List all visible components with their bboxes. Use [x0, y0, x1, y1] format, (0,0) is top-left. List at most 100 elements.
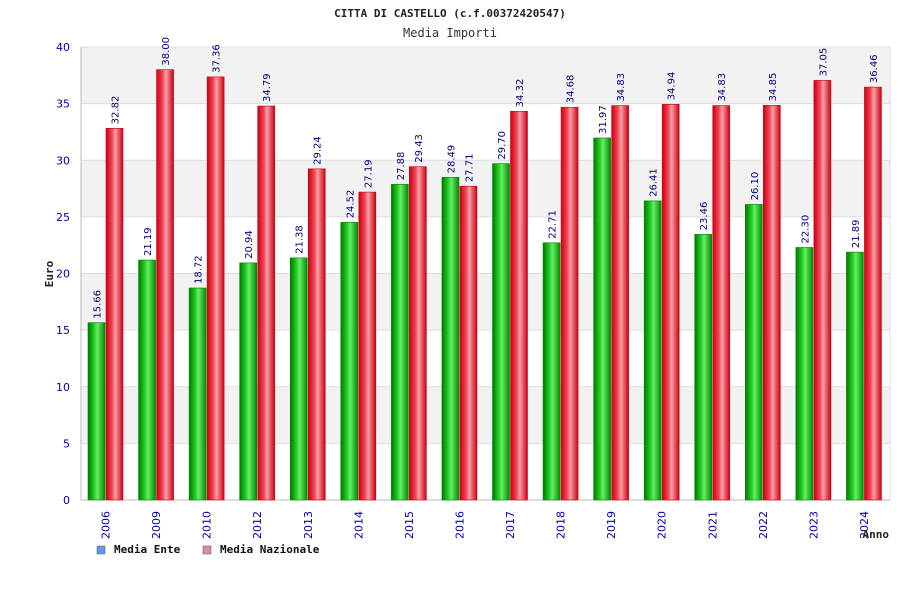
x-tick-label: 2013	[302, 511, 315, 539]
data-label: 34.94	[667, 72, 678, 101]
bar-media-ente	[441, 177, 460, 501]
data-label: 36.46	[869, 54, 880, 83]
x-tick-label: 2020	[656, 511, 669, 539]
bar-media-nazionale	[510, 111, 528, 501]
data-label: 32.82	[111, 96, 122, 125]
y-tick-label: 10	[56, 381, 70, 394]
bar-media-nazionale	[257, 105, 275, 501]
data-label: 22.71	[548, 210, 559, 239]
x-tick-label: 2017	[504, 511, 517, 539]
bar-media-ente	[643, 200, 662, 501]
x-tick-label: 2014	[352, 511, 365, 539]
bar-media-ente	[391, 183, 409, 501]
data-label: 20.94	[244, 230, 255, 259]
data-label: 22.30	[800, 215, 811, 244]
data-label: 21.89	[851, 219, 862, 248]
bars	[87, 69, 882, 501]
data-label: 38.00	[161, 37, 172, 66]
data-label: 37.36	[212, 44, 223, 73]
x-tick-label: 2022	[757, 511, 770, 539]
bar-media-nazionale	[459, 185, 478, 501]
data-label: 26.41	[649, 168, 660, 197]
bar-media-nazionale	[409, 166, 427, 501]
data-label: 34.32	[515, 79, 526, 108]
data-label: 28.49	[446, 145, 457, 174]
y-tick-label: 35	[56, 98, 70, 111]
data-label: 24.52	[345, 190, 356, 219]
bar-media-ente	[593, 137, 611, 501]
data-label: 26.10	[750, 172, 761, 201]
x-tick-label: 2024	[858, 511, 871, 539]
data-label: 34.68	[566, 75, 577, 104]
x-axis-ticks: 2006 2009 2010 2012 2013 2014 2015 2016 2017 2018…	[100, 511, 871, 539]
bar-media-nazionale	[206, 76, 225, 501]
chart-title: CITTA DI CASTELLO (c.f.00372420547)	[334, 7, 566, 20]
bar-media-ente	[795, 247, 814, 501]
legend: Media Ente Media Nazionale	[96, 543, 320, 556]
x-tick-label: 2019	[605, 511, 618, 539]
x-tick-label: 2021	[706, 511, 719, 539]
bar-media-nazionale	[813, 80, 832, 501]
bar-media-ente	[846, 251, 864, 501]
legend-swatch-media-ente	[96, 545, 106, 555]
data-label: 15.66	[93, 290, 104, 319]
data-labels: 15.66 32.82 21.19 38.00 18.72 37.36 20.94 34.79…	[93, 37, 880, 319]
data-label: 34.83	[717, 73, 728, 102]
y-axis-ticks: 0 5 10 15 20 25 30 35 40	[56, 41, 70, 507]
bar-media-nazionale	[358, 191, 377, 501]
legend-label-media-ente: Media Ente	[114, 543, 181, 556]
bar-media-nazionale	[712, 105, 731, 501]
data-label: 27.71	[464, 154, 475, 183]
bar-media-ente	[289, 257, 308, 501]
data-label: 23.46	[699, 202, 710, 231]
y-tick-label: 40	[56, 41, 70, 54]
y-tick-label: 30	[56, 154, 70, 167]
data-label: 34.79	[262, 73, 273, 102]
data-label: 27.88	[396, 152, 407, 181]
data-label: 37.05	[818, 48, 829, 77]
bar-media-ente	[188, 287, 207, 501]
bar-media-nazionale	[763, 105, 781, 501]
bar-media-nazionale	[560, 106, 579, 501]
chart-subtitle: Media Importi	[403, 26, 497, 40]
data-label: 29.70	[497, 131, 508, 160]
y-tick-label: 5	[63, 437, 70, 450]
x-tick-label: 2012	[251, 511, 264, 539]
data-label: 27.19	[363, 159, 374, 188]
bar-media-nazionale	[611, 105, 629, 501]
y-tick-label: 15	[56, 324, 70, 337]
legend-swatch-media-nazionale	[202, 545, 212, 555]
bar-media-nazionale	[864, 86, 882, 501]
bar-media-nazionale	[156, 69, 174, 501]
bar-media-nazionale	[661, 104, 680, 501]
bar-media-ente	[492, 163, 510, 501]
y-tick-label: 20	[56, 268, 70, 281]
bar-media-nazionale	[105, 128, 124, 501]
data-label: 31.97	[598, 105, 609, 134]
x-axis-label: Anno	[863, 528, 890, 541]
data-label: 18.72	[194, 255, 205, 284]
y-axis-label: Euro	[43, 260, 56, 287]
x-tick-label: 2010	[201, 511, 214, 539]
bar-media-ente	[138, 259, 156, 501]
data-label: 21.19	[143, 227, 154, 256]
legend-label-media-nazionale: Media Nazionale	[220, 543, 320, 556]
data-label: 21.38	[295, 225, 306, 254]
data-label: 34.85	[768, 73, 779, 102]
y-tick-label: 25	[56, 211, 70, 224]
x-tick-label: 2015	[403, 511, 416, 539]
x-tick-label: 2009	[150, 511, 163, 539]
bar-media-ente	[542, 242, 561, 501]
bar-media-ente	[694, 234, 713, 501]
data-label: 29.24	[313, 136, 324, 165]
y-tick-label: 0	[63, 494, 70, 507]
data-label: 29.43	[414, 134, 425, 163]
bar-media-ente	[239, 262, 257, 501]
data-label: 34.83	[616, 73, 627, 102]
x-tick-label: 2006	[100, 511, 113, 539]
x-tick-label: 2023	[807, 511, 820, 539]
bar-media-ente	[340, 222, 359, 501]
bar-media-ente	[87, 322, 106, 501]
x-tick-label: 2016	[453, 511, 466, 539]
